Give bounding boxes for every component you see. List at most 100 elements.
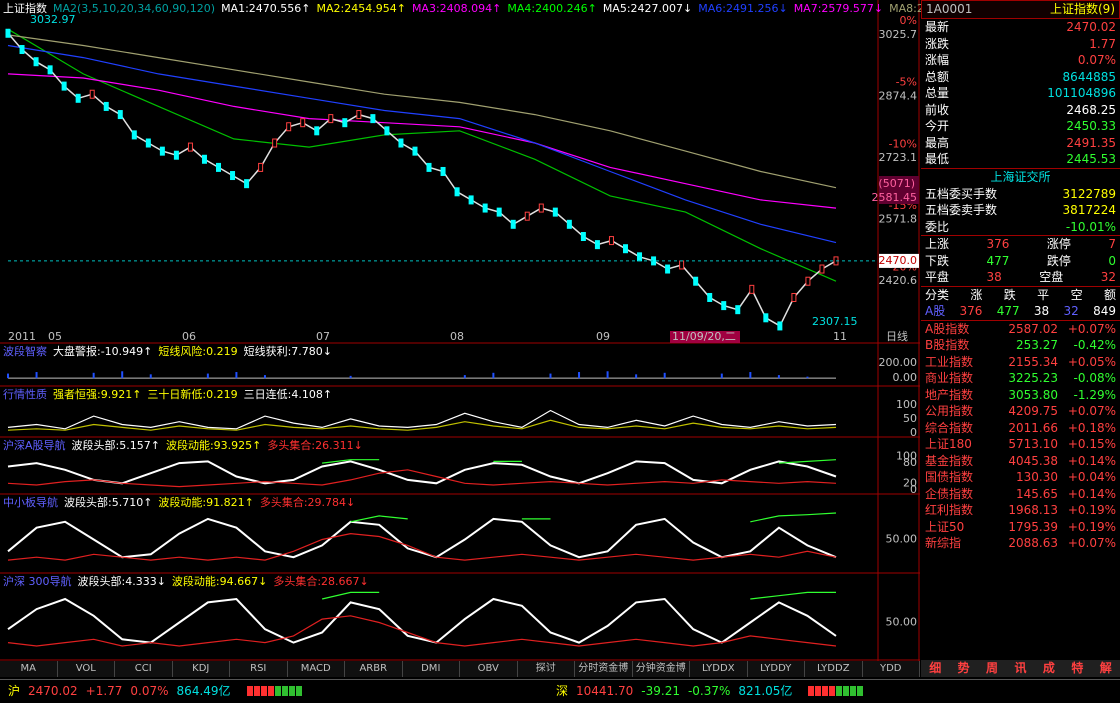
sector-row: 上证50 1795.39 +0.19% [921, 519, 1120, 536]
side-tab[interactable]: 周 [986, 661, 999, 675]
indicator-line [7, 517, 837, 559]
date-label: 2011 [8, 330, 36, 343]
indicator-line [7, 615, 837, 647]
sector-value: 2011.66 [1008, 420, 1058, 435]
indicator-tab[interactable]: CCI [115, 661, 173, 677]
indicator-line [350, 512, 837, 523]
block [253, 686, 260, 696]
sector-name: 上证50 [925, 519, 965, 534]
indicator-tab[interactable]: ARBR [345, 661, 403, 677]
cursor-date-box [670, 331, 740, 343]
marker-count: (5071) [878, 177, 915, 190]
breadth-cell: 477 [986, 253, 1010, 268]
quote-label: 前收 [925, 102, 950, 117]
indicator-tab[interactable]: VOL [58, 661, 115, 677]
side-tab[interactable]: 讯 [1014, 661, 1027, 675]
panel-value: 波段动能:91.821↑ [158, 496, 254, 509]
side-tab[interactable]: 解 [1099, 661, 1112, 675]
indicator-line [7, 469, 837, 488]
sector-name: 上证180 [925, 437, 972, 451]
panel-tick-label: 0 [910, 426, 917, 439]
y-tick-label: 3025.7 [879, 28, 918, 41]
sector-change: +0.18% [1067, 420, 1116, 435]
candle [791, 292, 797, 302]
quote-value: 2468.25 [1066, 102, 1116, 117]
block [857, 686, 864, 696]
panel-title: 行情性质 [3, 388, 47, 401]
candle [496, 207, 502, 217]
indicator-line [322, 459, 837, 464]
ma-params: MA2(3,5,10,20,34,60,90,120) [53, 2, 216, 15]
indicator-tab[interactable]: 探讨 [518, 661, 575, 677]
code: 1A0001 [926, 2, 973, 16]
breadth-cell: 7 [1108, 237, 1116, 251]
breadth-cell: 0 [1108, 253, 1116, 268]
order-row: 五档委买手数 3122789 [921, 186, 1120, 203]
sector-name: 企债指数 [925, 486, 974, 501]
block [850, 686, 857, 696]
indicator-tab[interactable]: 分时资金博 [575, 661, 633, 677]
side-tab[interactable]: 特 [1071, 661, 1084, 675]
indicator-tab[interactable]: LYDDY [748, 661, 805, 677]
panel-header: 中小板导航 波段头部:5.710↑ 波段动能:91.821↑ 多头集合:29.784↓ [3, 496, 355, 509]
indicator-tab[interactable]: LYDDX [690, 661, 748, 677]
indicator-tab[interactable]: LYDDZ [805, 661, 863, 677]
bar [749, 372, 752, 379]
breadth-cell: 上涨 [925, 237, 950, 251]
panel-value: 波段头部:4.333↓ [77, 575, 166, 588]
status-item: 深 [556, 684, 569, 698]
block [246, 686, 253, 696]
sector-row: 地产指数 3053.80 -1.29% [921, 387, 1120, 404]
candle [75, 93, 81, 103]
candle [103, 101, 109, 111]
block [829, 686, 836, 696]
panel-header: 波段智察 大盘警报:-10.949↑ 短线风险:0.219 短线获利:7.780↓ [3, 345, 332, 358]
header-cell: 跌 [1003, 287, 1016, 302]
indicator-tab[interactable]: MACD [288, 661, 345, 677]
candle [679, 260, 685, 270]
candle [637, 252, 643, 262]
quote-title: 1A0001 上证指数(9) [921, 0, 1120, 19]
candle [594, 240, 600, 250]
status-item: 0.07% [130, 684, 169, 698]
candle [384, 126, 390, 136]
panel-title: 中小板导航 [3, 496, 58, 509]
sector-change: +0.14% [1067, 486, 1116, 501]
side-tab[interactable]: 势 [957, 661, 970, 675]
candle [398, 138, 404, 148]
header-cell: 平 [1037, 287, 1050, 302]
side-tab[interactable]: 细 [929, 661, 942, 675]
block [281, 686, 288, 696]
indicator-tab[interactable]: KDJ [173, 661, 230, 677]
marker-price: 2581.45 [872, 191, 918, 204]
panel-value: 短线获利:7.780↓ [243, 345, 333, 358]
bar [263, 375, 266, 379]
quote-row: 最低 2445.53 [921, 151, 1120, 168]
side-tab[interactable]: 成 [1042, 661, 1055, 675]
block [288, 686, 295, 696]
indicator-tab[interactable]: RSI [230, 661, 288, 677]
status-bar: 沪 2470.02 +1.77 0.07% 864.49亿 深 10441.70 -39.21… [0, 679, 1120, 703]
block [836, 686, 843, 696]
sector-change: +0.15% [1067, 437, 1116, 451]
bar [206, 373, 209, 379]
indicator-tab[interactable]: YDD [863, 661, 920, 677]
candle [258, 162, 264, 172]
sector-row: 上证180 5713.10 +0.15% [921, 436, 1120, 453]
bar [92, 372, 95, 379]
indicator-tab[interactable]: DMI [403, 661, 460, 677]
indicator-tab[interactable]: 分钟资金博 [633, 661, 690, 677]
indicator-tab[interactable]: OBV [460, 661, 518, 677]
sector-row: 综合指数 2011.66 +0.18% [921, 420, 1120, 437]
indicator-tab[interactable]: MA [0, 661, 58, 677]
sector-row: 商业指数 3225.23 -0.08% [921, 370, 1120, 387]
panel-value: 三十日新低:0.219 [147, 388, 238, 401]
bar [35, 372, 38, 379]
bar [720, 373, 723, 379]
indicator-line [7, 532, 837, 561]
order-value: 3817224 [1062, 203, 1116, 217]
candle [272, 138, 278, 148]
candle [342, 118, 348, 128]
candle [286, 122, 292, 132]
